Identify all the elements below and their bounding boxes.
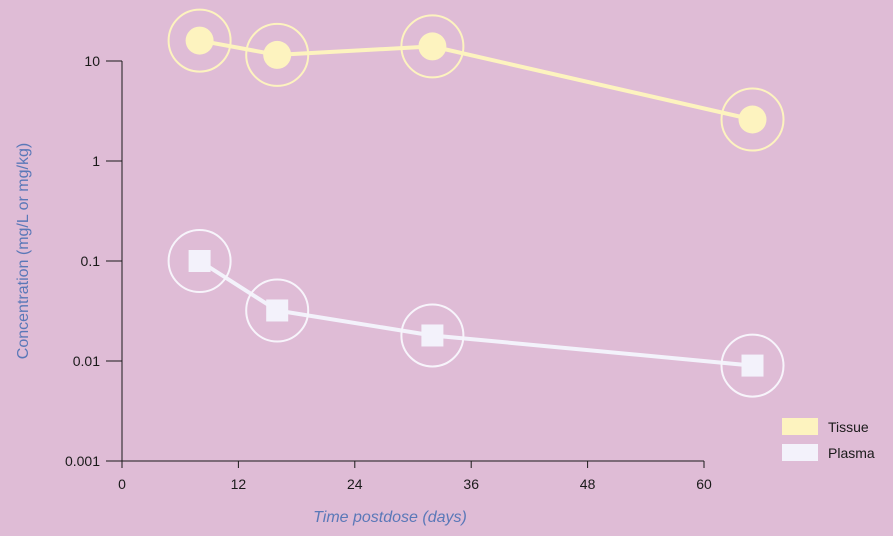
- series-line-tissue: [199, 38, 753, 122]
- point-plasma: [188, 250, 211, 272]
- y-tick-label: 1: [92, 153, 100, 169]
- x-tick-label: 24: [347, 476, 363, 492]
- legend-swatch-tissue: [782, 418, 818, 435]
- point-halo-tissue: [720, 87, 785, 152]
- point-plasma: [266, 299, 289, 322]
- point-plasma: [421, 324, 444, 347]
- point-halo-tissue: [400, 14, 465, 79]
- y-tick-label: 0.01: [73, 353, 100, 369]
- y-axis-title: Concentration (mg/L or mg/kg): [15, 143, 32, 359]
- series-line-plasma: [198, 259, 753, 368]
- point-halo-plasma: [245, 278, 310, 343]
- point-tissue: [738, 105, 767, 134]
- axes: 0.001 0.01 0.1 1 10 0 12 24 36 48 60: [65, 53, 712, 492]
- x-axis-title: Time postdose (days): [313, 509, 467, 526]
- x-tick-label: 36: [463, 476, 479, 492]
- legend: Tissue Plasma: [782, 418, 875, 461]
- legend-label-tissue: Tissue: [828, 419, 869, 435]
- y-tick-label: 10: [84, 53, 100, 69]
- x-tick-label: 60: [696, 476, 712, 492]
- point-tissue: [185, 26, 214, 55]
- y-tick-label: 0.1: [81, 253, 101, 269]
- point-halo-tissue: [167, 8, 232, 73]
- series-plasma: [167, 229, 785, 398]
- point-tissue: [263, 40, 292, 69]
- x-tick-label: 12: [231, 476, 247, 492]
- point-halo-tissue: [245, 22, 310, 87]
- series-tissue: [167, 8, 785, 152]
- point-tissue: [418, 32, 447, 61]
- point-halo-plasma: [720, 333, 785, 398]
- x-tick-label: 48: [580, 476, 596, 492]
- series-layer: [167, 8, 785, 398]
- legend-label-plasma: Plasma: [828, 445, 875, 461]
- point-halo-plasma: [400, 303, 465, 368]
- x-tick-label: 0: [118, 476, 126, 492]
- legend-swatch-plasma: [782, 444, 818, 461]
- point-halo-plasma: [167, 229, 232, 293]
- y-tick-label: 0.001: [65, 453, 100, 469]
- point-plasma: [741, 354, 764, 377]
